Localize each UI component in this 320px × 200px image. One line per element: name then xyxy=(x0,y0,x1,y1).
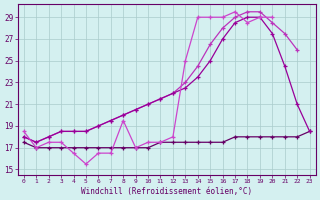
X-axis label: Windchill (Refroidissement éolien,°C): Windchill (Refroidissement éolien,°C) xyxy=(81,187,252,196)
